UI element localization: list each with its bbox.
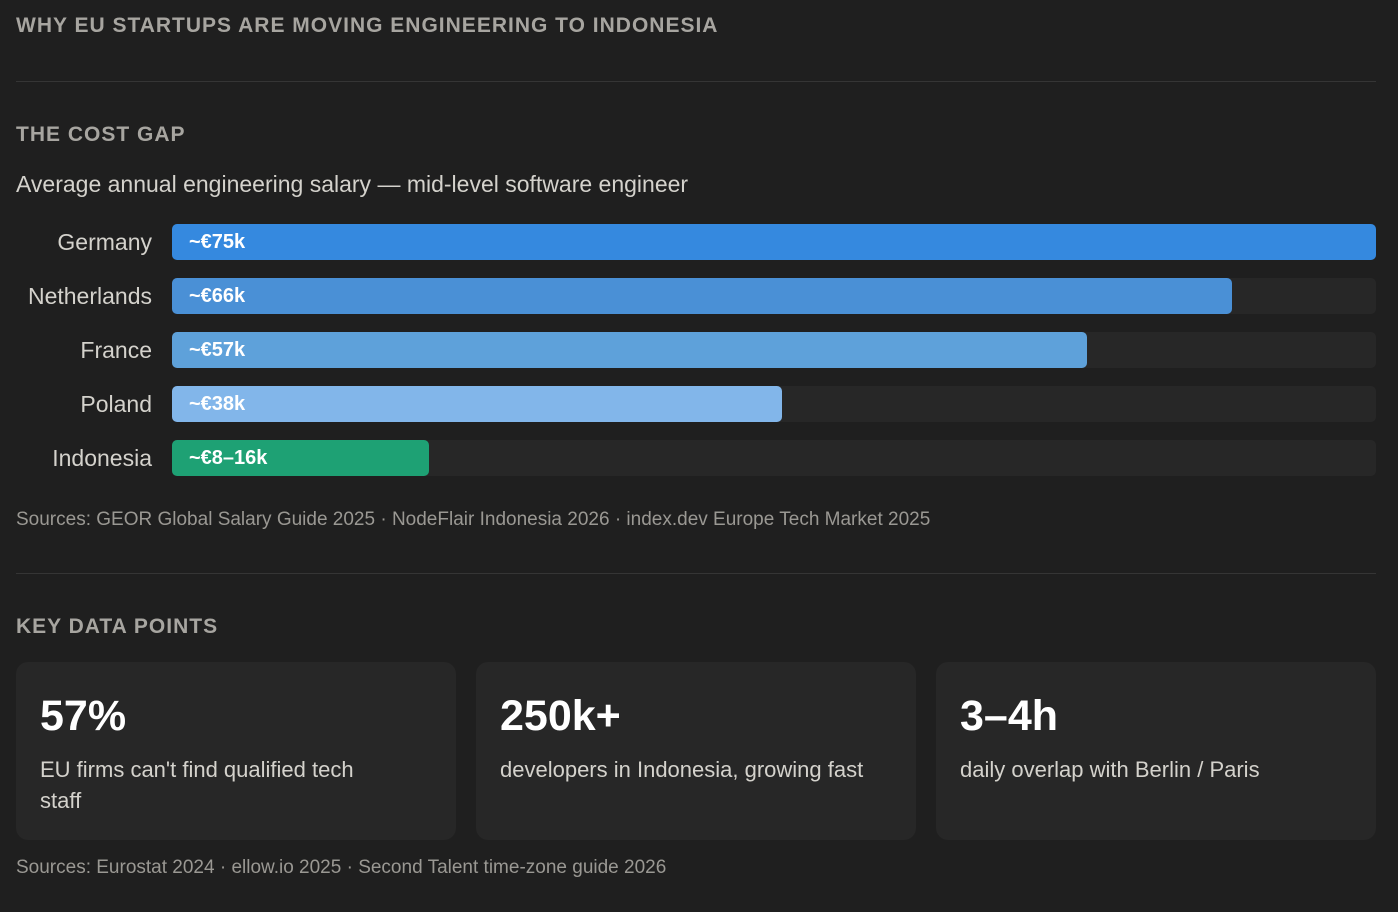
bar-track bbox=[172, 332, 1376, 368]
bar-label: Netherlands bbox=[27, 283, 152, 309]
bar-row-germany: Germany ~€75k bbox=[16, 224, 1376, 260]
bar-value-label: ~€57k bbox=[189, 339, 246, 361]
page-title: WHY EU STARTUPS ARE MOVING ENGINEERING T… bbox=[16, 14, 719, 37]
bar-label: Indonesia bbox=[52, 445, 152, 471]
divider-top bbox=[16, 81, 1376, 82]
bar-track bbox=[172, 278, 1376, 314]
section-title-cost-gap: THE COST GAP bbox=[16, 123, 186, 146]
stat-card-overlap: 3–4h daily overlap with Berlin / Paris bbox=[936, 662, 1376, 840]
bar-track bbox=[172, 386, 1376, 422]
bar-value-label: ~€75k bbox=[189, 231, 246, 253]
key-data-cards: 57% EU firms can't find qualified tech s… bbox=[16, 662, 1376, 840]
section-title-key-data: KEY DATA POINTS bbox=[16, 615, 219, 638]
bar-row-poland: Poland ~€38k bbox=[16, 386, 1376, 422]
bar-track bbox=[172, 224, 1376, 260]
bar-netherlands bbox=[172, 278, 1232, 314]
bar-poland bbox=[172, 386, 782, 422]
stat-value: 57% bbox=[40, 692, 127, 740]
stat-description: EU firms can't find qualified tech staff bbox=[40, 757, 354, 813]
divider-middle bbox=[16, 573, 1376, 574]
stat-description: developers in Indonesia, growing fast bbox=[500, 757, 864, 782]
stat-card-shortage: 57% EU firms can't find qualified tech s… bbox=[16, 662, 456, 840]
bar-indonesia bbox=[172, 440, 429, 476]
bar-value-label: ~€8–16k bbox=[189, 447, 268, 469]
bar-label: Poland bbox=[80, 391, 152, 417]
bar-row-indonesia: Indonesia ~€8–16k bbox=[16, 440, 1376, 476]
stat-card-developers: 250k+ developers in Indonesia, growing f… bbox=[476, 662, 916, 840]
bar-row-netherlands: Netherlands ~€66k bbox=[16, 278, 1376, 314]
chart-subtitle: Average annual engineering salary — mid-… bbox=[16, 171, 689, 197]
bar-track bbox=[172, 440, 1376, 476]
bar-label: France bbox=[80, 337, 152, 363]
stat-value: 250k+ bbox=[500, 692, 621, 740]
stat-description: daily overlap with Berlin / Paris bbox=[960, 757, 1260, 782]
bar-row-france: France ~€57k bbox=[16, 332, 1376, 368]
bar-label: Germany bbox=[57, 229, 152, 255]
bar-value-label: ~€38k bbox=[189, 393, 246, 415]
salary-bar-chart: Germany ~€75k Netherlands ~€66k France ~€57k P… bbox=[16, 224, 1376, 476]
bar-germany bbox=[172, 224, 1376, 260]
key-data-sources: Sources: Eurostat 2024 · ellow.io 2025 ·… bbox=[16, 857, 667, 878]
stat-value: 3–4h bbox=[960, 692, 1059, 740]
bar-value-label: ~€66k bbox=[189, 285, 246, 307]
cost-gap-sources: Sources: GEOR Global Salary Guide 2025 ·… bbox=[16, 509, 931, 530]
bar-france bbox=[172, 332, 1087, 368]
